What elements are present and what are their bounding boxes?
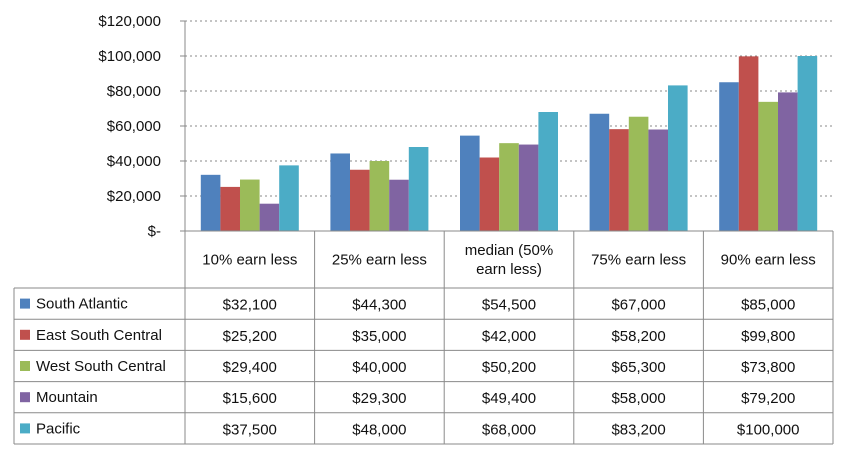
bar [797,56,818,231]
y-tick-label: $- [148,223,161,240]
y-axis: $- $20,000 $40,000 $60,000 $80,000 $100,000 $1… [98,13,186,240]
category-label: median (50% [465,242,553,259]
series-name: West South Central [36,358,166,375]
bar [279,165,299,231]
bar [738,56,759,231]
legend-swatch [20,392,30,403]
y-tick-label: $60,000 [107,118,161,135]
category-label: 25% earn less [332,252,427,269]
y-tick-label: $40,000 [107,153,161,170]
value-cell: $40,000 [352,359,406,376]
bar [719,82,739,231]
bar [259,203,280,231]
value-cell: $100,000 [737,421,800,438]
bar [330,153,350,231]
value-cell: $48,000 [352,421,406,438]
value-cell: $85,000 [741,297,795,314]
bar [220,186,240,231]
y-tick-label: $120,000 [98,13,161,30]
value-cell: $37,500 [223,421,277,438]
series-name: South Atlantic [36,296,128,313]
bar [538,112,558,231]
bar [200,174,221,231]
value-cell: $67,000 [611,297,665,314]
value-cell: $68,000 [482,421,536,438]
series-name: Pacific [36,420,81,437]
value-cell: $15,600 [223,390,277,407]
bar [518,144,539,231]
value-cell: $35,000 [352,328,406,345]
bar [589,113,610,231]
category-label: 75% earn less [591,252,686,269]
bar [499,143,519,231]
value-cell: $99,800 [741,328,795,345]
legend-swatch [20,423,30,434]
bar [350,169,370,231]
bar [648,129,668,231]
bar [668,85,688,232]
bar [778,92,798,232]
y-tick-label: $100,000 [98,48,161,65]
bar [479,157,500,231]
y-tick-label: $20,000 [107,188,161,205]
bar [369,161,390,231]
value-cell: $32,100 [223,297,277,314]
category-label: earn less) [476,261,542,278]
series-name: East South Central [36,327,162,344]
bar [628,116,649,231]
value-cell: $25,200 [223,328,277,345]
bar-series [200,56,818,232]
value-cell: $65,300 [611,359,665,376]
value-cell: $29,400 [223,359,277,376]
value-cell: $49,400 [482,390,536,407]
value-cell: $29,300 [352,390,406,407]
value-cell: $73,800 [741,359,795,376]
series-name: Mountain [36,389,98,406]
value-cell: $50,200 [482,359,536,376]
bar [389,179,409,231]
value-cell: $83,200 [611,421,665,438]
value-cell: $54,500 [482,297,536,314]
category-label: 10% earn less [202,252,297,269]
bar [609,129,629,231]
legend-swatch [20,329,30,340]
value-cell: $58,200 [611,328,665,345]
bar [240,179,260,231]
bar [758,101,778,231]
bar [408,147,429,231]
value-cell: $58,000 [611,390,665,407]
data-table: 10% earn less 25% earn less median (50% ear… [13,230,834,445]
value-cell: $42,000 [482,328,536,345]
value-cell: $79,200 [741,390,795,407]
value-cell: $44,300 [352,297,406,314]
category-label: 90% earn less [721,252,816,269]
legend-swatch [20,361,30,371]
legend-swatch [20,298,30,309]
bar [460,135,480,231]
y-tick-label: $80,000 [107,83,161,100]
